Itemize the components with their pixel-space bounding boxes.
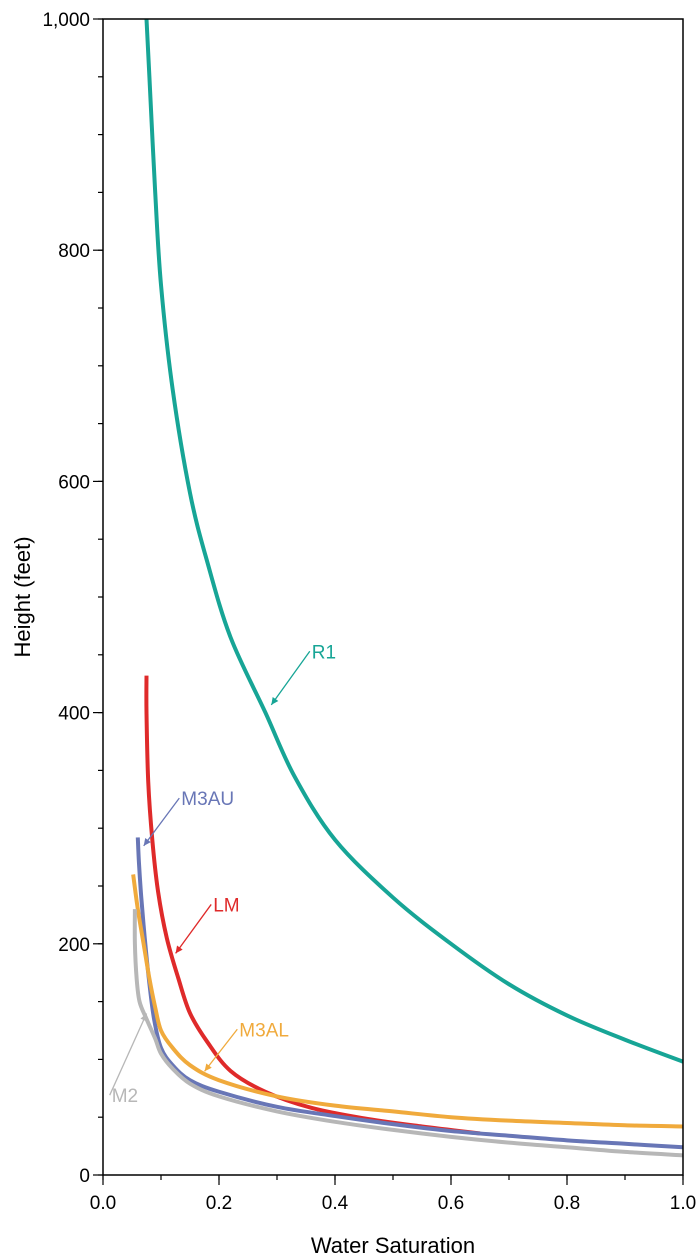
x-tick-label: 0.8 [554, 1193, 580, 1214]
series-pointer-m2 [109, 1013, 148, 1096]
plot-frame [102, 18, 684, 1176]
x-tick-label: 1.0 [670, 1193, 696, 1214]
series-arrowhead-m3au [143, 837, 151, 846]
y-tick-label: 600 [58, 472, 90, 493]
series-line-m2 [132, 909, 684, 1158]
x-tick-label: 0.2 [206, 1193, 232, 1214]
series-label-m2: M2 [112, 1086, 138, 1107]
series-pointer-m3au [143, 797, 180, 847]
y-tick-label: 200 [58, 935, 90, 956]
series-labels-layer: R1 M3AU LM M3AL M2 [109, 642, 336, 1107]
series-pointer-r1 [270, 650, 311, 706]
series-arrowhead-m3al [204, 1063, 212, 1072]
x-axis-title: Water Saturation [311, 1233, 475, 1256]
y-axis-title: Height (feet) [10, 536, 35, 657]
y-tick-label: 0 [79, 1166, 90, 1187]
y-tick-label: 800 [58, 241, 90, 262]
series-label-m3au: M3AU [181, 789, 234, 810]
series-layer [131, 18, 684, 1158]
ticks-layer: 0 200 400 600 800 1,000 0.0 0.2 0.4 0.6 0.8 1.0 [42, 10, 696, 1214]
y-tick-label: 400 [58, 704, 90, 725]
series-arrowhead-m2 [140, 1013, 147, 1022]
series-arrowhead-r1 [271, 696, 279, 705]
series-line-m3au [135, 837, 684, 1150]
series-label-m3al: M3AL [239, 1020, 289, 1041]
series-line-lm [144, 675, 481, 1136]
x-tick-label: 0.0 [90, 1193, 116, 1214]
series-pointer-m3al [204, 1028, 238, 1072]
series-label-r1: R1 [312, 642, 336, 663]
x-tick-label: 0.6 [438, 1193, 464, 1214]
x-tick-label: 0.4 [322, 1193, 349, 1214]
y-tick-label: 1,000 [42, 10, 90, 31]
series-label-lm: LM [213, 895, 239, 916]
series-pointer-lm [175, 904, 212, 954]
series-line-r1 [144, 18, 684, 1064]
series-line-m3al [131, 874, 684, 1129]
series-arrowhead-lm [175, 945, 183, 954]
